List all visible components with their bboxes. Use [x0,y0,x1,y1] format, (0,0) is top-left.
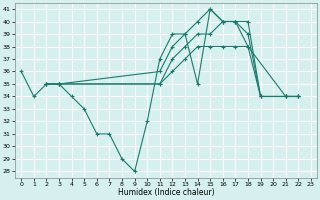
X-axis label: Humidex (Indice chaleur): Humidex (Indice chaleur) [118,188,214,197]
